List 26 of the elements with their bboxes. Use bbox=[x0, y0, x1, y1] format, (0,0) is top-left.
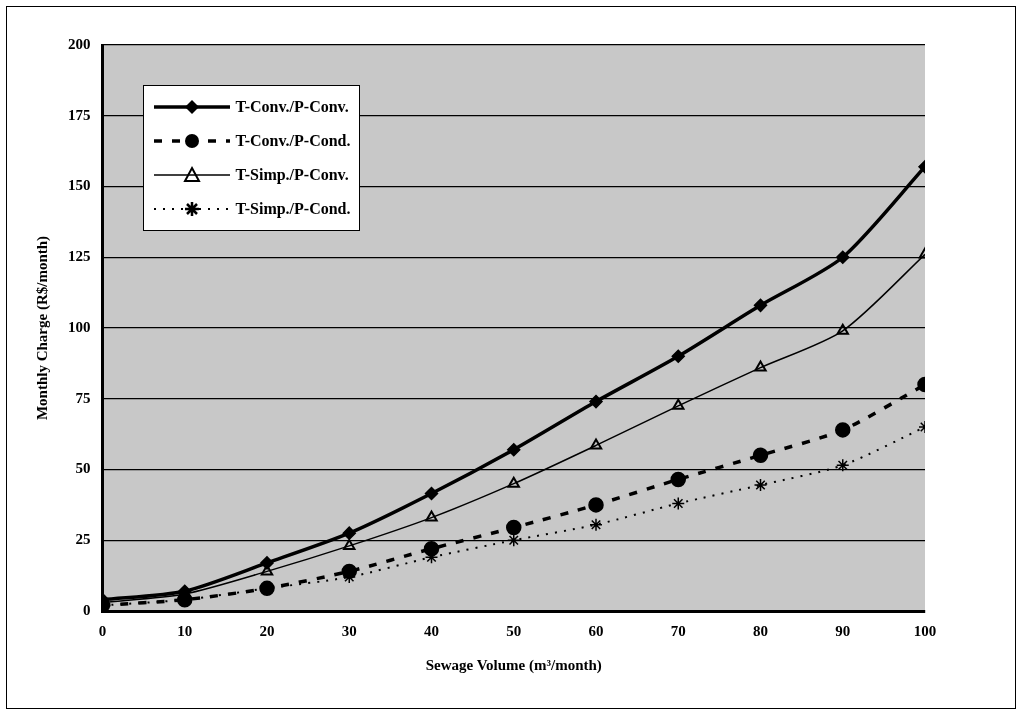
y-tick-label: 75 bbox=[75, 389, 91, 406]
x-tick-label: 80 bbox=[753, 622, 768, 639]
y-tick-label: 200 bbox=[68, 35, 91, 52]
x-tick-label: 60 bbox=[588, 622, 604, 639]
y-tick-label: 125 bbox=[68, 248, 91, 265]
x-axis-title: Sewage Volume (m³/month) bbox=[425, 656, 602, 674]
y-tick-label: 25 bbox=[75, 531, 91, 548]
y-tick-label: 150 bbox=[68, 177, 91, 194]
y-tick-label: 100 bbox=[68, 318, 91, 335]
y-tick-label: 50 bbox=[75, 460, 91, 477]
x-tick-label: 100 bbox=[913, 622, 937, 639]
y-axis-title: Monthly Charge (R$/month) bbox=[33, 235, 51, 421]
x-tick-label: 0 bbox=[98, 622, 107, 639]
legend-label: T-Simp./P-Cond. bbox=[235, 200, 351, 218]
x-tick-label: 40 bbox=[424, 622, 439, 639]
y-tick-label: 175 bbox=[68, 106, 91, 123]
x-tick-label: 50 bbox=[506, 622, 522, 639]
x-tick-label: 70 bbox=[670, 622, 686, 639]
legend-label: T-Conv./P-Conv. bbox=[235, 98, 349, 116]
x-tick-label: 90 bbox=[835, 622, 851, 639]
y-tick-label: 0 bbox=[83, 601, 91, 618]
x-tick-label: 20 bbox=[259, 622, 275, 639]
x-tick-label: 10 bbox=[177, 622, 193, 639]
legend-label: T-Simp./P-Conv. bbox=[235, 166, 349, 184]
legend-label: T-Conv./P-Cond. bbox=[235, 132, 351, 150]
x-tick-label: 30 bbox=[341, 622, 357, 639]
